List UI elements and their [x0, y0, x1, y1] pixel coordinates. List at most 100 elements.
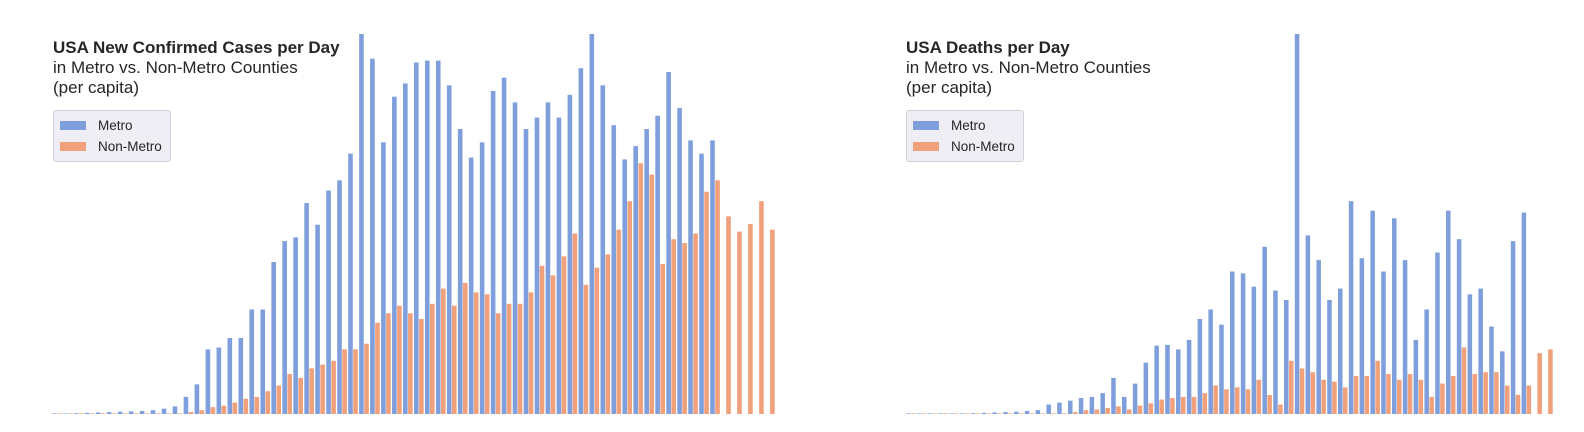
cases-bar-metro-53	[633, 146, 638, 414]
deaths-bar-metro-7	[981, 412, 987, 414]
cases-bar-metro-16	[227, 338, 233, 414]
deaths-bar-metro-50	[1446, 210, 1451, 414]
deaths-bar-metro-57	[1521, 212, 1527, 414]
deaths-bar-metro-36	[1294, 34, 1300, 414]
deaths-bar-metro-37	[1305, 235, 1311, 414]
deaths-bar-nonmetro-30	[1234, 387, 1240, 414]
cases-bar-nonmetro-2	[78, 413, 84, 414]
deaths-bar-nonmetro-55	[1504, 385, 1510, 414]
deaths-bar-metro-16	[1078, 398, 1084, 414]
deaths-bar-nonmetro-22	[1148, 403, 1154, 414]
cases-bar-metro-4	[95, 412, 101, 414]
deaths-bar-nonmetro-6	[975, 413, 981, 414]
deaths-bar-nonmetro-59	[1548, 349, 1553, 414]
cases-bar-nonmetro-13	[199, 410, 205, 414]
deaths-bar-nonmetro-13	[1051, 413, 1056, 414]
cases-bar-nonmetro-47	[572, 233, 578, 414]
deaths-chart-title: USA Deaths per Day	[906, 38, 1070, 57]
cases-bar-nonmetro-57	[682, 243, 687, 414]
deaths-bar-metro-26	[1186, 339, 1192, 414]
cases-bar-metro-28	[359, 34, 364, 414]
cases-bar-nonmetro-5	[111, 413, 117, 414]
cases-bar-nonmetro-34	[430, 303, 435, 414]
cases-bar-nonmetro-4	[100, 413, 106, 414]
cases-bar-nonmetro-39	[484, 294, 490, 414]
cases-bar-nonmetro-59	[704, 191, 709, 414]
deaths-bar-metro-13	[1046, 404, 1051, 414]
cases-bar-nonmetro-56	[671, 239, 676, 414]
cases-title-block: USA New Confirmed Cases per Day in Metro…	[53, 38, 340, 98]
cases-bar-nonmetro-58	[693, 233, 698, 414]
deaths-bar-metro-39	[1327, 300, 1332, 414]
deaths-bar-nonmetro-46	[1407, 374, 1413, 414]
cases-bar-metro-39	[479, 142, 485, 415]
cases-bar-metro-52	[622, 159, 628, 414]
cases-bar-metro-17	[238, 338, 244, 414]
deaths-bar-nonmetro-57	[1526, 385, 1532, 414]
cases-bar-metro-58	[688, 140, 693, 414]
cases-bar-metro-50	[600, 85, 606, 415]
deaths-bar-metro-23	[1154, 345, 1159, 414]
cases-bar-metro-36	[446, 85, 452, 415]
deaths-bar-nonmetro-0	[910, 413, 916, 414]
deaths-bar-nonmetro-53	[1483, 372, 1488, 414]
cases-bar-nonmetro-20	[276, 385, 282, 414]
cases-bar-nonmetro-10	[166, 413, 172, 414]
cases-bar-nonmetro-15	[221, 405, 227, 414]
cases-bar-nonmetro-49	[594, 267, 600, 414]
cases-bar-nonmetro-48	[583, 284, 589, 414]
deaths-bar-nonmetro-35	[1288, 360, 1294, 414]
deaths-bar-metro-9	[1003, 412, 1008, 414]
cases-bar-nonmetro-18	[254, 396, 260, 414]
cases-bar-nonmetro-33	[419, 319, 424, 414]
cases-bar-metro-2	[73, 413, 79, 414]
cases-bar-metro-54	[644, 129, 649, 414]
cases-bar-metro-47	[567, 94, 573, 415]
cases-bar-nonmetro-50	[605, 254, 611, 414]
deaths-chart-panel: USA Deaths per Day in Metro vs. Non-Metr…	[792, 0, 1584, 432]
cases-legend-label-metro: Metro	[98, 118, 133, 133]
cases-legend-item-metro: Metro	[60, 115, 162, 136]
cases-bar-nonmetro-37	[462, 282, 468, 414]
deaths-bar-metro-5	[960, 413, 965, 414]
deaths-bar-nonmetro-52	[1472, 374, 1478, 414]
deaths-bar-metro-53	[1478, 288, 1483, 414]
deaths-bar-nonmetro-41	[1353, 376, 1359, 414]
deaths-bar-metro-55	[1500, 351, 1505, 414]
cases-bar-metro-60	[710, 140, 715, 414]
deaths-bar-nonmetro-14	[1062, 413, 1067, 414]
cases-bar-nonmetro-14	[210, 407, 216, 414]
cases-bar-chart	[52, 34, 775, 415]
deaths-bar-metro-34	[1273, 290, 1278, 414]
deaths-bar-metro-15	[1068, 400, 1073, 414]
cases-bar-metro-24	[315, 224, 320, 414]
deaths-bar-nonmetro-36	[1299, 368, 1305, 414]
deaths-bar-nonmetro-37	[1310, 372, 1316, 414]
cases-bar-nonmetro-31	[397, 305, 402, 414]
deaths-bar-metro-29	[1219, 324, 1224, 414]
cases-bar-nonmetro-51	[616, 229, 622, 414]
deaths-bar-metro-56	[1510, 241, 1516, 414]
deaths-bar-nonmetro-28	[1213, 385, 1218, 414]
cases-bar-metro-25	[326, 190, 331, 414]
deaths-bar-nonmetro-54	[1494, 372, 1499, 414]
deaths-bar-nonmetro-19	[1116, 406, 1121, 414]
cases-bar-metro-34	[424, 60, 430, 414]
cases-bar-metro-14	[205, 349, 211, 414]
cases-bar-metro-26	[337, 180, 342, 414]
cases-bar-nonmetro-25	[331, 360, 336, 414]
cases-bar-nonmetro-52	[627, 201, 633, 414]
cases-bar-nonmetro-17	[243, 398, 249, 414]
cases-bar-nonmetro-63	[748, 224, 753, 414]
cases-bar-metro-19	[260, 309, 266, 414]
deaths-bar-nonmetro-16	[1083, 410, 1089, 414]
deaths-bar-nonmetro-45	[1396, 379, 1402, 414]
cases-bar-nonmetro-62	[737, 231, 742, 414]
cases-bar-metro-42	[512, 102, 518, 415]
deaths-bar-metro-27	[1197, 319, 1203, 414]
cases-bar-nonmetro-26	[342, 349, 347, 414]
deaths-bar-nonmetro-34	[1278, 404, 1283, 414]
cases-bar-metro-57	[677, 108, 682, 414]
cases-bar-nonmetro-40	[495, 313, 501, 414]
cases-bar-metro-30	[381, 142, 386, 415]
